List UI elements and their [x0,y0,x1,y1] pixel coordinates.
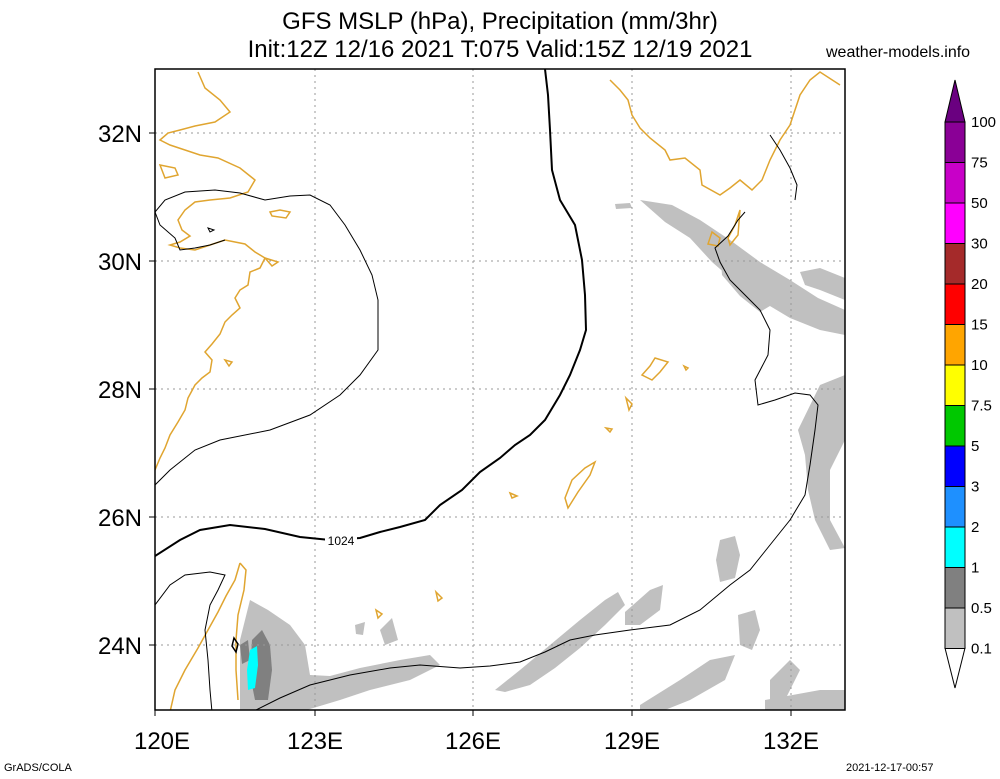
precip-area [615,203,632,209]
precip-area [738,610,760,650]
coastline-ryukyu [374,357,690,620]
precip-area [625,585,663,625]
legend-label: 5 [971,438,979,455]
lon-label-120E: 120E [134,728,190,755]
lon-label-132E: 132E [763,728,819,755]
axis-ticks [149,132,792,716]
legend-swatch [944,324,966,366]
legend-label: 75 [971,155,988,172]
coastline-china [155,71,266,471]
legend-label: 20 [971,276,988,293]
legend-swatch [944,202,966,244]
precip-area [640,655,735,710]
legend-swatch [944,526,966,568]
small-isobar [231,636,239,654]
legend-swatch [944,486,966,528]
legend-label: 1 [971,560,979,577]
legend-top-arrow [944,79,966,123]
coastline-islands-south [707,209,741,247]
precip-area [765,690,845,710]
precip-area [800,268,845,300]
legend-swatch [944,121,966,163]
legend-swatch [944,243,966,285]
legend-label: 30 [971,236,988,253]
coastline-taiwan [169,562,247,710]
legend-label: 15 [971,317,988,334]
isobar-1022-south [254,211,819,710]
chart-title: GFS MSLP (hPa), Precipitation (mm/3hr) [282,8,718,35]
site-label: weather-models.info [826,44,971,61]
lat-label-30N: 30N [98,249,142,276]
lat-label-26N: 26N [98,505,142,532]
precip-area [355,622,365,635]
lat-label-28N: 28N [98,377,142,404]
isobar-1022-west [155,189,379,486]
lat-label-32N: 32N [98,121,142,148]
footer-timestamp: 2021-12-17-00:57 [846,762,934,774]
precip-area [380,618,398,645]
precip-area [720,248,780,312]
precip-area [495,592,625,692]
legend-label: 3 [971,479,979,496]
legend-label: 0.1 [971,641,992,658]
legend-swatch [944,445,966,487]
legend-swatch [944,364,966,406]
isobar-1024 [155,69,588,557]
isobar-label: 1024 [328,534,355,548]
legend-label: 50 [971,195,988,212]
precip-color-legend: 100 75 50 30 20 15 10 7.5 5 3 2 1 0.5 0.1 [944,79,996,689]
coastline-china-islands [158,163,292,368]
footer-credit: GrADS/COLA [4,762,72,774]
legend-label: 2 [971,519,979,536]
precipitation-shading [240,200,845,710]
precip-area [798,375,845,550]
map-plot-area: 1024 [155,69,845,710]
precip-area [770,660,800,700]
isobar-1022-east [769,134,798,201]
lon-label-123E: 123E [287,728,343,755]
legend-swatch [944,283,966,325]
isobar-1022-southwest [155,571,226,710]
precip-area [716,536,740,582]
precip-area [247,646,258,690]
lat-label-24N: 24N [98,633,142,660]
legend-label: 7.5 [971,398,992,415]
legend-label: 0.5 [971,600,992,617]
legend-swatch [944,567,966,609]
lon-label-129E: 129E [604,728,660,755]
coastlines [155,71,841,710]
legend-swatch [944,405,966,447]
legend-label: 100 [971,114,996,131]
isobars [155,69,819,710]
lon-axis-labels: 120E 123E 126E 129E 132E [134,728,819,755]
legend-bottom-arrow [944,647,966,689]
legend-swatch [944,607,966,649]
lon-label-126E: 126E [445,728,501,755]
map-grid [155,69,845,710]
isobar-1022-north [155,211,226,251]
precip-area [240,640,250,664]
chart-subtitle: Init:12Z 12/16 2021 T:075 Valid:15Z 12/1… [247,36,753,63]
legend-swatch [944,162,966,204]
small-isobar [207,227,216,233]
legend-label: 10 [971,357,988,374]
coastline-kyushu [609,71,841,196]
precip-area [240,600,440,710]
isobar-label-bg [325,532,357,546]
lat-axis-labels: 32N 30N 28N 26N 24N [98,121,142,660]
